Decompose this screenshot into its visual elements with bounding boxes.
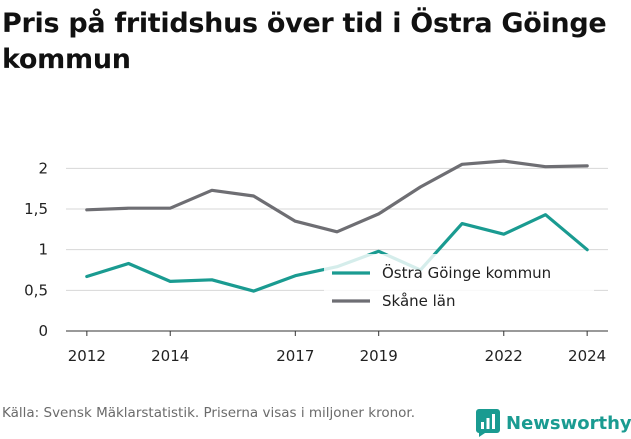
legend-label: Östra Göinge kommun (382, 263, 551, 282)
source-note: Källa: Svensk Mäklarstatistik. Priserna … (2, 405, 416, 421)
x-tick-label: 2017 (276, 347, 314, 365)
x-tick-label: 2022 (485, 347, 523, 365)
chart-title: Pris på fritidshus över tid i Östra Göin… (2, 8, 607, 75)
y-tick-label: 0 (38, 322, 48, 340)
y-tick-label: 1,5 (24, 200, 48, 218)
x-tick-label: 2024 (568, 347, 606, 365)
legend-background (324, 254, 594, 302)
line-chart: Östra Göinge kommun Skåne län 0 0,5 1 1,5 2 20… (24, 159, 608, 365)
y-tick-label: 0,5 (24, 281, 48, 299)
brand-logo: Newsworthy (476, 408, 631, 438)
x-tick-label: 2019 (360, 347, 398, 365)
y-tick-label: 2 (38, 159, 48, 177)
x-tick-label: 2012 (68, 347, 106, 365)
series-line-2 (85, 159, 589, 234)
brand-name: Newsworthy (506, 412, 631, 434)
legend-label: Skåne län (382, 292, 456, 310)
y-tick-label: 1 (38, 241, 48, 259)
legend: Östra Göinge kommun Skåne län (324, 254, 594, 310)
bar-chart-logo-icon (476, 409, 500, 437)
x-tick-label: 2014 (151, 347, 189, 365)
axis-layer: 0 0,5 1 1,5 2 2012 2014 2017 2019 2022 2024 (24, 159, 608, 365)
